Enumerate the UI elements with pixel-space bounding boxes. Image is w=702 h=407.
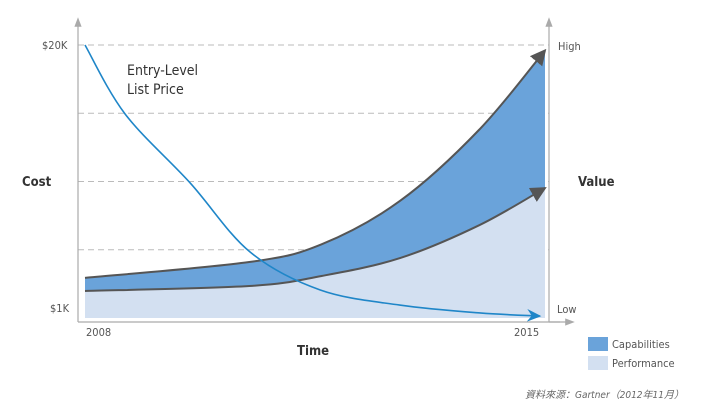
y-right-tick-bottom: Low bbox=[557, 303, 577, 316]
legend-item-performance: Performance bbox=[588, 356, 675, 370]
x-tick-end: 2015 bbox=[514, 326, 540, 339]
y-left-label: Cost bbox=[22, 175, 52, 190]
x-label: Time bbox=[297, 344, 330, 359]
legend-swatch-performance bbox=[588, 356, 608, 370]
legend-item-capabilities: Capabilities bbox=[588, 337, 670, 351]
source-note: 資料來源：Gartner（2012年11月） bbox=[525, 390, 684, 401]
performance-line bbox=[84, 187, 547, 292]
y-right-label: Value bbox=[578, 175, 615, 190]
legend-label-capabilities: Capabilities bbox=[612, 337, 670, 351]
performance-area bbox=[85, 188, 545, 318]
price-annotation-line2: List Price bbox=[127, 82, 184, 98]
y-left-tick-bottom: $1K bbox=[50, 302, 70, 315]
price-line bbox=[84, 44, 542, 322]
y-right-tick-top: High bbox=[558, 40, 581, 53]
legend-swatch-capabilities bbox=[588, 337, 608, 351]
x-tick-start: 2008 bbox=[86, 326, 112, 339]
capabilities-line bbox=[84, 48, 547, 279]
legend-label-performance: Performance bbox=[612, 356, 675, 370]
y-left-tick-top: $20K bbox=[42, 39, 68, 52]
price-annotation-line1: Entry-Level bbox=[127, 63, 199, 79]
